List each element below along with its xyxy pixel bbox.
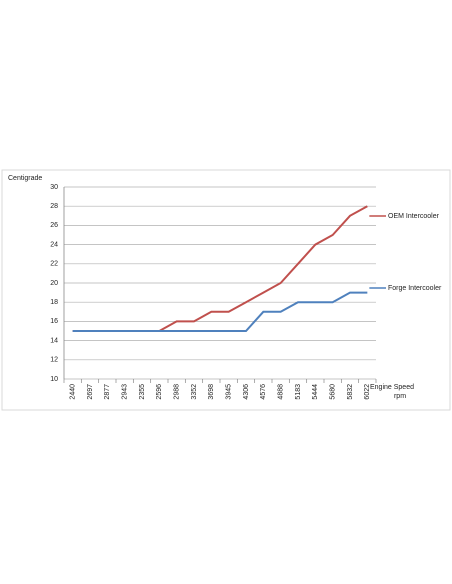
chart-frame	[1, 169, 451, 411]
y-tick-label: 20	[50, 280, 58, 287]
x-tick-label: 5444	[312, 384, 319, 400]
y-tick-label: 14	[50, 337, 58, 344]
y-tick-label: 24	[50, 241, 58, 248]
x-axis-title: Engine Speed	[370, 384, 414, 391]
y-axis-title: Centigrade	[8, 175, 42, 182]
x-tick-label: 4576	[260, 384, 267, 400]
x-tick-label: 2877	[104, 384, 111, 400]
x-axis-unit: rpm	[394, 393, 406, 400]
series-line	[72, 291, 368, 332]
x-tick-label: 5832	[347, 384, 354, 400]
x-tick-label: 5183	[295, 384, 302, 400]
x-tick-label: 2355	[139, 384, 146, 400]
x-tick-label: 2943	[122, 384, 129, 400]
y-tick-label: 18	[50, 299, 58, 306]
x-tick-label: 3945	[226, 384, 233, 400]
x-tick-label: 2697	[87, 384, 94, 400]
y-tick-label: 10	[50, 376, 58, 383]
y-tick-label: 30	[50, 184, 58, 191]
x-tick-label: 4306	[243, 384, 250, 400]
x-tick-label: 2440	[70, 384, 77, 400]
y-tick-label: 22	[50, 261, 58, 268]
y-tick-label: 16	[50, 318, 58, 325]
x-tick-label: 2596	[156, 384, 163, 400]
x-tick-label: 4888	[278, 384, 285, 400]
x-tick-label: 5680	[330, 384, 337, 400]
y-tick-label: 26	[50, 222, 58, 229]
x-tick-label: 2988	[174, 384, 181, 400]
x-tick-label: 6022	[364, 384, 371, 400]
y-tick-label: 28	[50, 203, 58, 210]
y-tick-label: 12	[50, 357, 58, 364]
x-tick-label: 3698	[208, 384, 215, 400]
legend-label: Forge Intercooler	[388, 285, 442, 292]
x-tick-label: 3352	[191, 384, 198, 400]
legend-label: OEM Intercooler	[388, 213, 440, 220]
